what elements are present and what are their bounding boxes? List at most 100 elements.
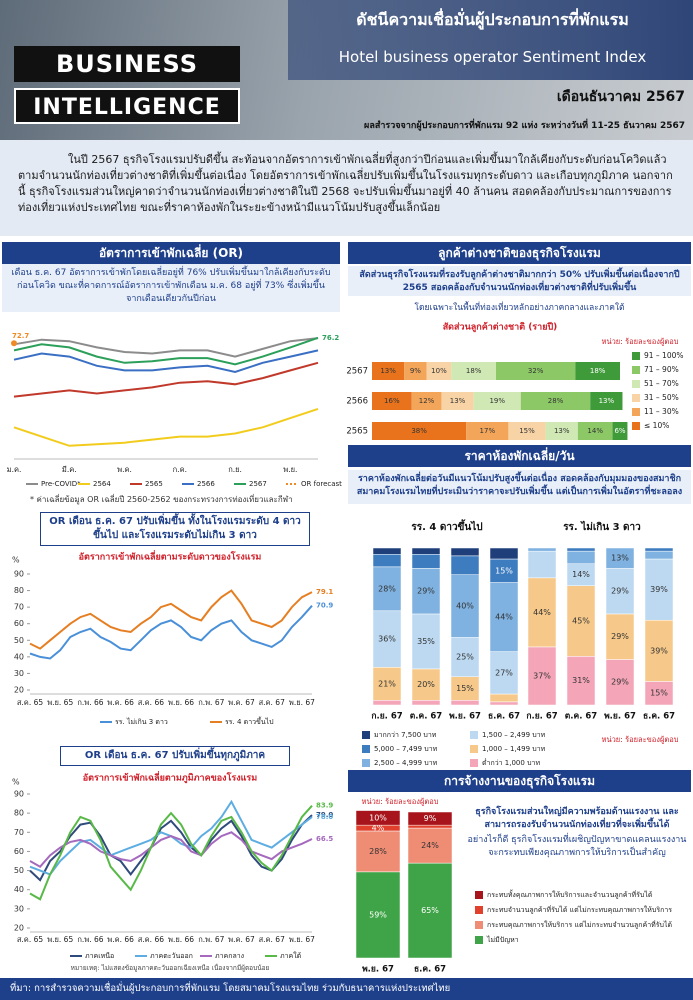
data-label: 31%	[572, 676, 590, 685]
section-text: เดือน ธ.ค. 67 อัตราการเข้าพักโดยเฉลี่ยอย…	[2, 264, 340, 312]
bar-segment	[407, 827, 453, 864]
x-tick-label: ก.พ. 66	[77, 698, 103, 707]
x-tick-label: พ.ย. 66	[168, 935, 194, 944]
data-label: 59%	[369, 910, 387, 919]
x-tick-label: พ.ค. 67	[228, 935, 255, 944]
bar-segment	[411, 547, 441, 555]
y-tick-label: 30	[14, 904, 24, 913]
legend-label: ไม่มีปัญหา	[486, 935, 519, 944]
bar-segment	[644, 547, 674, 552]
x-tick-label: พ.ย. 67	[289, 698, 315, 707]
data-label: 18%	[466, 367, 482, 375]
data-label: 13%	[599, 397, 615, 405]
legend-label: 51 – 70%	[644, 379, 679, 388]
data-label: 79.0	[316, 811, 333, 819]
bar-segment	[545, 422, 578, 440]
legend-label: 2565	[145, 480, 163, 488]
bar-segment	[411, 554, 441, 569]
legend-swatch	[470, 731, 478, 739]
chart-title: สัดส่วนลูกค้าต่างชาติ (รายปี)	[443, 322, 558, 333]
data-label: 29%	[611, 587, 629, 596]
y-tick-label: 60	[14, 619, 24, 628]
data-label: 32%	[528, 367, 544, 375]
legend-swatch	[475, 891, 483, 899]
bar-segment	[644, 619, 674, 682]
x-tick-label: ก.ย. 67	[526, 712, 557, 722]
data-label: 66.5	[316, 835, 333, 843]
section-heading: ราคาห้องพักเฉลี่ย/วัน	[348, 445, 691, 467]
bar-segment	[527, 547, 557, 552]
y-tick-label: 90	[14, 570, 24, 579]
y-tick-label: 80	[14, 586, 24, 595]
data-label: 38%	[411, 427, 427, 435]
legend-swatch	[632, 408, 640, 416]
bar-segment	[489, 582, 519, 652]
bar-segment	[411, 668, 441, 701]
data-label: 21%	[378, 679, 396, 688]
legend-swatch	[632, 422, 640, 430]
series-line	[29, 589, 313, 650]
bar-segment	[577, 422, 613, 440]
x-tick-label: ส.ค. 65	[17, 698, 44, 707]
legend-swatch	[470, 745, 478, 753]
chart-title: อัตราการเข้าพักเฉลี่ยตามระดับดาวของโรงแร…	[79, 550, 262, 563]
month: เดือนธันวาคม 2567	[556, 89, 685, 105]
group-label: รร. 4 ดาวขึ้นไป	[411, 519, 482, 533]
bar-segment	[411, 568, 441, 615]
bar-segment	[450, 637, 480, 677]
row-label: 2565	[346, 427, 368, 437]
y-tick-label: 30	[14, 669, 24, 678]
bar-segment	[590, 392, 623, 410]
legend-label: 2566	[197, 480, 215, 488]
legend-swatch	[475, 936, 483, 944]
data-label: 76.2	[322, 334, 339, 342]
legend-label: ภาคตะวันออก	[150, 952, 193, 960]
data-label: 78.0	[316, 813, 333, 821]
data-label: 15%	[495, 566, 513, 575]
x-tick-label: พ.ย.	[283, 465, 297, 474]
bar-segment	[411, 613, 441, 670]
bar-segment	[441, 392, 474, 410]
bar-segment	[372, 362, 405, 380]
x-tick-label: พ.ย. 67	[604, 712, 636, 722]
bar-segment	[355, 810, 401, 826]
legend-label: กระทบทั้งคุณภาพการให้บริการและจำนวนลูกค้…	[487, 888, 652, 899]
legend-label: รร. ไม่เกิน 3 ดาว	[115, 717, 168, 726]
x-tick-label: พ.ค. 66	[107, 935, 134, 944]
section-text: ราคาห้องพักเฉลี่ยต่อวันมีแนวโน้มปรับสูงข…	[348, 470, 691, 504]
section-subtext: โดยเฉพาะในพื้นที่ท่องเที่ยวหลักอย่างภาคก…	[414, 303, 625, 313]
survey-info: ผลสำรวจจากผู้ประกอบการที่พักแรม 92 แห่ง …	[364, 121, 685, 131]
x-tick-label: ส.ค. 66	[138, 698, 165, 707]
y-tick-label: 70	[14, 603, 24, 612]
bar-segment	[496, 362, 576, 380]
x-tick-label: ม.ค.	[7, 465, 22, 474]
legend-label: 91 – 100%	[644, 351, 684, 360]
bar-segment	[605, 547, 635, 569]
brand-business: BUSINESS	[14, 46, 240, 82]
series-line	[13, 349, 319, 374]
bar-segment	[450, 555, 480, 575]
data-label: 10%	[369, 813, 387, 822]
x-tick-label: ต.ค. 67	[565, 712, 598, 722]
legend-swatch	[362, 745, 370, 753]
data-label: 40%	[456, 602, 474, 611]
bar-segment	[489, 547, 519, 560]
data-label: 45%	[572, 617, 590, 626]
data-label: 17%	[480, 427, 496, 435]
bar-segment	[450, 574, 480, 638]
bar-segment	[404, 362, 427, 380]
bar-segment	[566, 547, 596, 552]
series-line	[13, 337, 319, 358]
section-heading: ลูกค้าต่างชาติของธุรกิจโรงแรม	[348, 242, 691, 264]
data-label: 14%	[587, 427, 603, 435]
data-label: 14%	[572, 570, 590, 579]
x-tick-label: ก.ย. 67	[371, 712, 402, 722]
legend-label: 2564	[93, 480, 111, 488]
bar-segment	[355, 830, 401, 873]
y-tick-label: 40	[14, 885, 24, 894]
legend-label: 1,000 – 1,499 บาท	[482, 745, 546, 753]
x-tick-label: พ.ย. 66	[168, 698, 194, 707]
x-tick-label: ก.ย.	[228, 465, 242, 474]
x-tick-label: ธ.ค. 67	[414, 965, 446, 975]
